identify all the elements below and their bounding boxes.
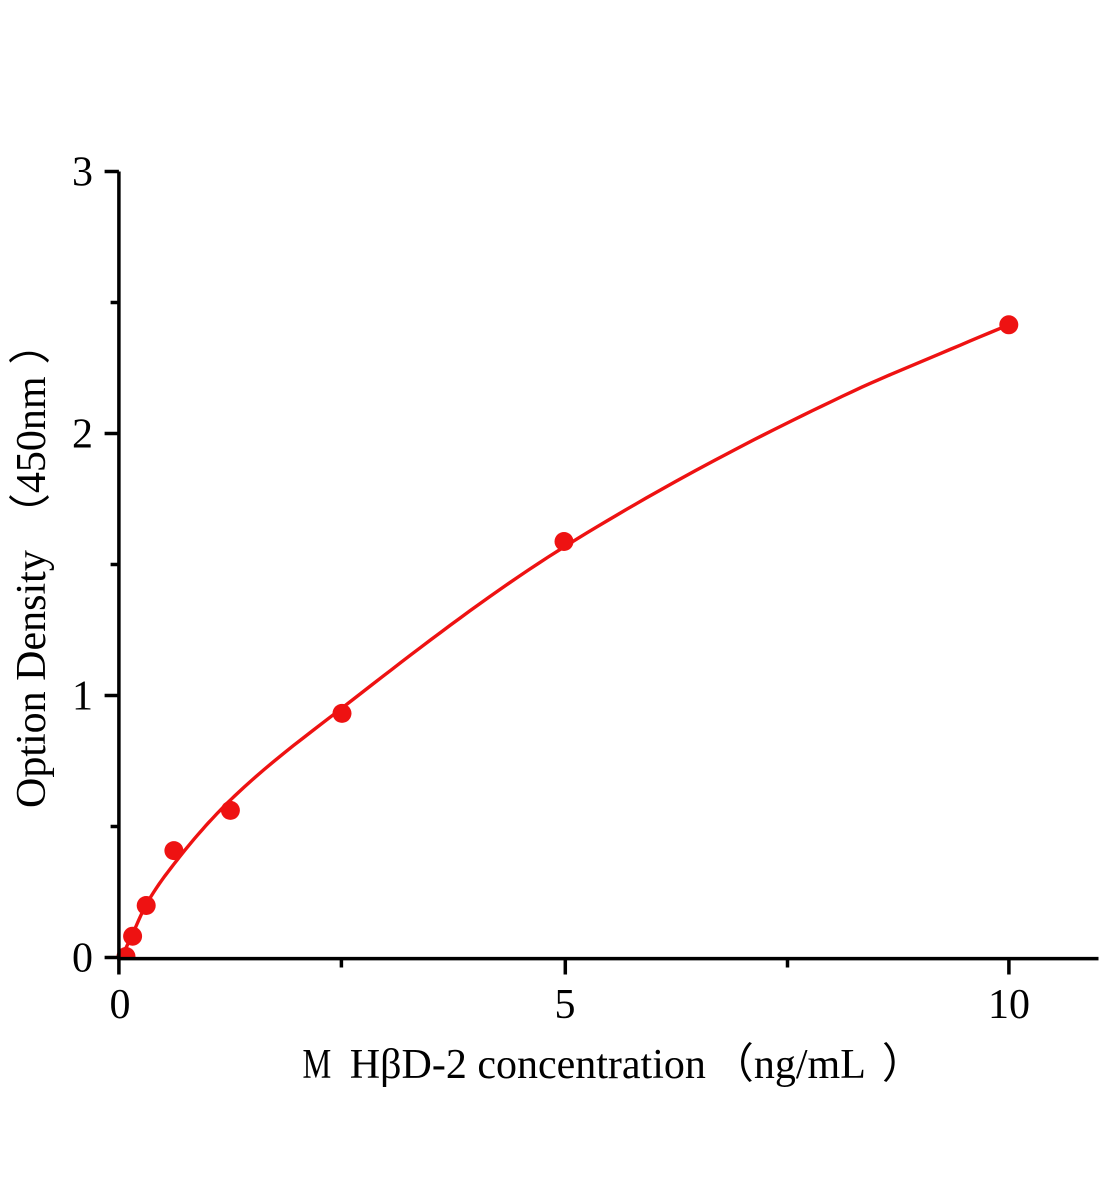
svg-text:Option Density（450nm）: Option Density（450nm） xyxy=(9,322,55,808)
svg-text:2: 2 xyxy=(72,412,93,458)
svg-text:10: 10 xyxy=(988,982,1030,1028)
svg-text:1: 1 xyxy=(72,674,93,720)
svg-text:M: M xyxy=(303,1042,332,1088)
svg-text:HβD-2 concentration（ng/mL）: HβD-2 concentration （ng/mL） xyxy=(350,1042,924,1088)
svg-text:0: 0 xyxy=(72,936,93,982)
svg-text:3: 3 xyxy=(72,150,93,196)
svg-text:0: 0 xyxy=(110,982,131,1028)
svg-text:5: 5 xyxy=(555,982,576,1028)
